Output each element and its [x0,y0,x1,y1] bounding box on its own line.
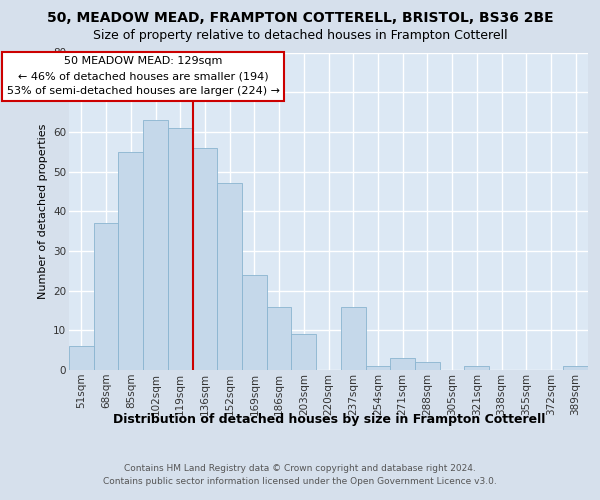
Text: Size of property relative to detached houses in Frampton Cotterell: Size of property relative to detached ho… [92,28,508,42]
Bar [464,366,489,370]
Bar [390,358,415,370]
Bar [341,306,365,370]
Bar [168,128,193,370]
Bar [242,275,267,370]
Bar [217,184,242,370]
Bar [267,306,292,370]
Text: Contains HM Land Registry data © Crown copyright and database right 2024.
Contai: Contains HM Land Registry data © Crown c… [103,464,497,485]
Bar [365,366,390,370]
Bar [415,362,440,370]
Bar [94,223,118,370]
Text: 50, MEADOW MEAD, FRAMPTON COTTERELL, BRISTOL, BS36 2BE: 50, MEADOW MEAD, FRAMPTON COTTERELL, BRI… [47,11,553,25]
Text: Distribution of detached houses by size in Frampton Cotterell: Distribution of detached houses by size … [113,412,545,426]
Text: 50 MEADOW MEAD: 129sqm
← 46% of detached houses are smaller (194)
53% of semi-de: 50 MEADOW MEAD: 129sqm ← 46% of detached… [7,56,280,96]
Bar [143,120,168,370]
Bar [69,346,94,370]
Bar [563,366,588,370]
Bar [193,148,217,370]
Bar [118,152,143,370]
Y-axis label: Number of detached properties: Number of detached properties [38,124,47,299]
Bar [292,334,316,370]
